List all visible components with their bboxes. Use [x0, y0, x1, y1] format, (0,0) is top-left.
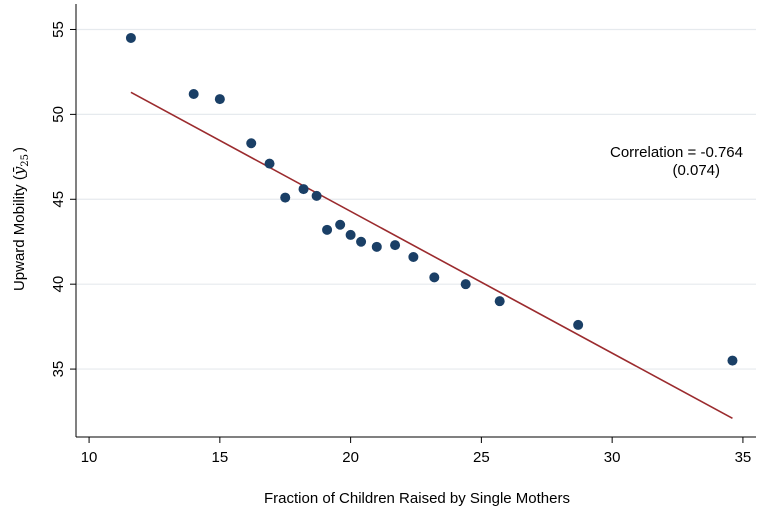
data-point [246, 138, 257, 149]
x-tick-label: 30 [604, 449, 621, 466]
data-point [188, 88, 199, 99]
data-point [356, 236, 367, 247]
data-point [298, 184, 309, 195]
y-axis-title-close: ) [11, 147, 28, 152]
data-point [214, 94, 225, 105]
y-tick-label: 35 [50, 361, 67, 378]
x-tick-label: 15 [212, 449, 229, 466]
data-point [494, 296, 505, 307]
y-axis-title-symbol: ȳ [10, 166, 28, 176]
data-point [280, 192, 291, 203]
correlation-standard-error: (0.074) [672, 162, 720, 179]
y-axis-title-subscript: 25 [20, 154, 31, 167]
data-point [460, 279, 471, 290]
gridlines [76, 28, 756, 370]
data-point [573, 319, 584, 330]
correlation-annotation: Correlation = -0.764 [610, 144, 743, 161]
data-point [264, 158, 275, 169]
fit-line [130, 91, 733, 420]
data-point [335, 219, 346, 230]
y-tick-label: 55 [50, 21, 67, 38]
data-points [125, 32, 738, 366]
x-tick-label: 25 [473, 449, 490, 466]
data-point [311, 190, 322, 201]
y-tick-label: 45 [50, 191, 67, 208]
fit-line-group [130, 91, 733, 420]
data-point [345, 229, 356, 240]
x-tick-label: 35 [735, 449, 752, 466]
data-point [371, 241, 382, 252]
data-point [429, 272, 440, 283]
data-point [125, 32, 136, 43]
data-point [727, 355, 738, 366]
data-point [408, 252, 419, 263]
y-axis-title-main: Upward Mobility ( [11, 175, 28, 291]
y-tick-label: 50 [50, 106, 67, 123]
x-tick-label: 20 [342, 449, 359, 466]
y-tick-label: 40 [50, 276, 67, 293]
y-axis-title: Upward Mobility (ȳ25) [10, 147, 31, 291]
axes: 10 15 20 25 30 35 35 40 45 50 55 [50, 4, 756, 466]
data-point [390, 240, 401, 251]
x-tick-label: 10 [81, 449, 98, 466]
data-point [322, 224, 333, 235]
x-axis-title: Fraction of Children Raised by Single Mo… [264, 490, 570, 507]
